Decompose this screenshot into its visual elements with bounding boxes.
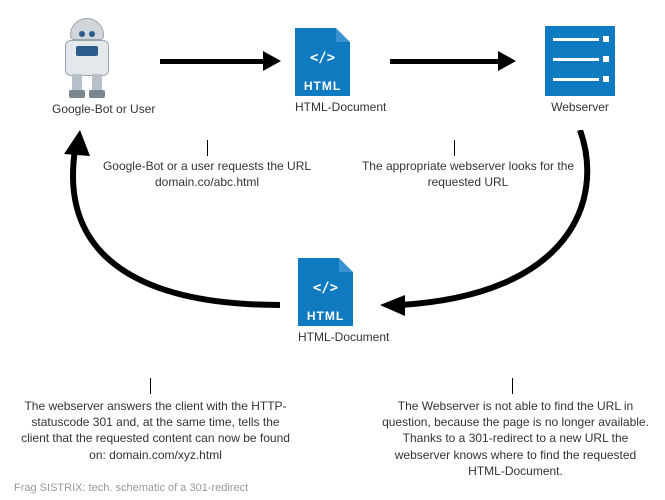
tick-mark xyxy=(512,378,513,394)
diagram-caption: Frag SISTRIX: tech. schematic of a 301-r… xyxy=(14,482,248,494)
tick-mark xyxy=(454,140,455,156)
tick-mark xyxy=(150,378,151,394)
robot-icon xyxy=(52,18,122,98)
edge-label-3: The Webserver is not able to find the UR… xyxy=(378,398,653,479)
node-server-label: Webserver xyxy=(545,100,615,114)
edge-label-2: The appropriate webserver looks for the … xyxy=(358,158,578,190)
document-icon: </> HTML xyxy=(298,258,353,326)
node-client-label: Google-Bot or User xyxy=(52,102,155,116)
node-server: Webserver xyxy=(545,26,615,114)
server-icon xyxy=(545,26,615,96)
node-document-top: </> HTML HTML-Document xyxy=(295,28,386,114)
document-icon: </> HTML xyxy=(295,28,350,96)
edge-label-4: The webserver answers the client with th… xyxy=(18,398,293,463)
tick-mark xyxy=(207,140,208,156)
node-document-top-label: HTML-Document xyxy=(295,100,386,114)
edge-label-1: Google-Bot or a user requests the URL do… xyxy=(82,158,332,190)
node-client: Google-Bot or User xyxy=(52,18,155,116)
